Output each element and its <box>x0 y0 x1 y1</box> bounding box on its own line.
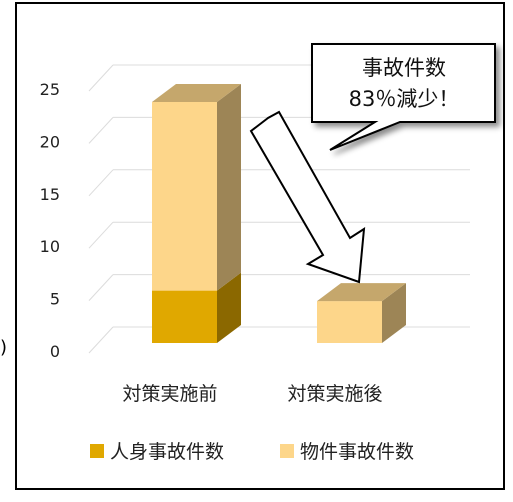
y-tick-label: 15 <box>40 185 60 204</box>
y-tick-label: 0 <box>50 342 60 361</box>
x-category-label: 対策実施前 <box>122 383 217 405</box>
gridline-diag-5 <box>88 64 114 92</box>
gridline-diag-0 <box>88 326 114 354</box>
gridline-diag-1 <box>88 274 114 301</box>
bars <box>152 83 406 343</box>
legend: 人身事故件数 物件事故件数 <box>90 441 414 463</box>
speech-bubble <box>311 43 496 151</box>
y-tick-label: 10 <box>40 237 60 256</box>
legend-swatch <box>280 444 294 458</box>
gridline-diag-4 <box>88 117 114 144</box>
bar-1-series-1 <box>317 283 406 343</box>
x-axis-categories: 対策実施前 対策実施後 <box>122 383 382 405</box>
callout: 事故件数 83％減少！ <box>249 43 496 284</box>
bar-0-series-1 <box>152 83 241 291</box>
legend-item: 人身事故件数 <box>90 441 224 463</box>
legend-label: 物件事故件数 <box>300 441 414 463</box>
callout-line-2: 83％減少！ <box>349 87 460 111</box>
x-category-label: 対策実施後 <box>287 383 382 405</box>
down-arrow-icon <box>249 110 366 284</box>
y-tick-label: 5 <box>50 290 60 309</box>
stray-mark: ) <box>0 337 8 358</box>
gridline-diag-2 <box>88 221 114 249</box>
legend-item: 物件事故件数 <box>280 441 414 463</box>
legend-swatch <box>90 444 104 458</box>
callout-line-1: 事故件数 <box>362 56 446 80</box>
gridline-diag-3 <box>88 169 114 197</box>
y-tick-label: 25 <box>40 80 60 99</box>
y-tick-label: 20 <box>40 132 60 151</box>
y-axis-ticks: 0 5 10 15 20 25 <box>40 80 60 361</box>
legend-label: 人身事故件数 <box>110 441 224 463</box>
bar-0-series-0 <box>152 272 241 343</box>
